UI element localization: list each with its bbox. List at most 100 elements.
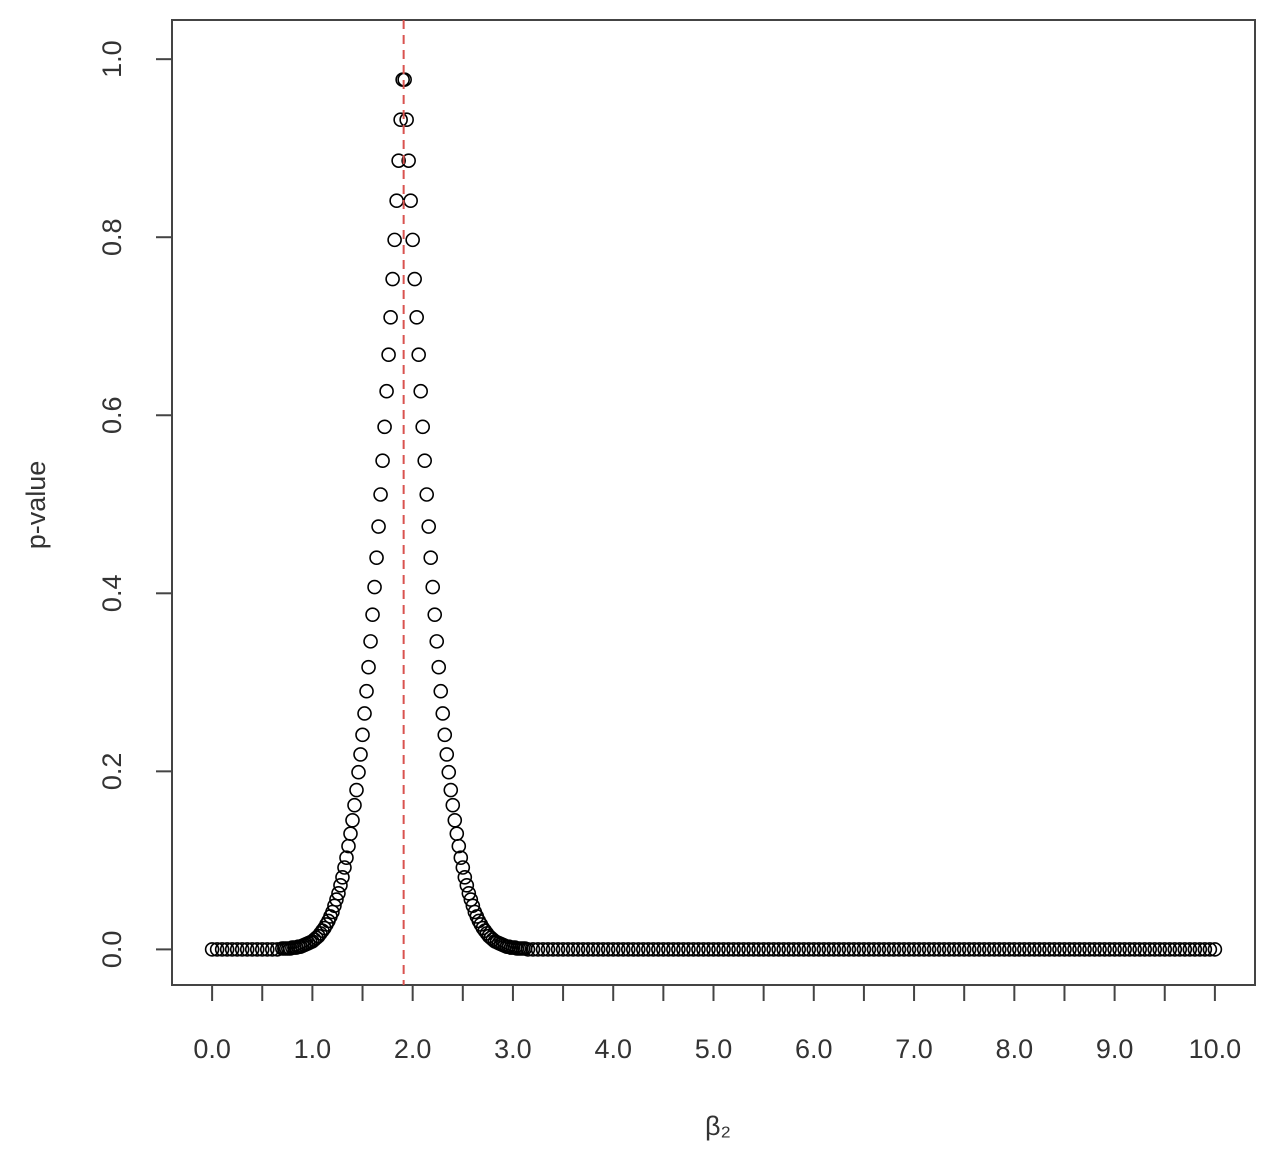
point xyxy=(746,942,761,957)
point xyxy=(1152,942,1168,957)
point xyxy=(520,942,536,957)
point xyxy=(415,419,430,435)
x-tick-label: 8.0 xyxy=(996,1034,1034,1064)
point xyxy=(691,942,706,957)
point xyxy=(357,706,372,721)
point xyxy=(866,942,882,957)
y-tick-label: 1.0 xyxy=(97,40,127,78)
point xyxy=(721,942,736,957)
point xyxy=(876,942,892,957)
point xyxy=(433,683,449,699)
point xyxy=(1092,942,1107,957)
point xyxy=(966,942,982,957)
x-tick-label: 10.0 xyxy=(1189,1034,1242,1064)
x-tick-label: 6.0 xyxy=(795,1034,833,1064)
point xyxy=(776,942,791,957)
point xyxy=(871,942,887,957)
point xyxy=(756,942,771,957)
point xyxy=(991,942,1007,957)
point xyxy=(421,519,437,534)
point xyxy=(441,764,457,780)
point xyxy=(851,942,867,957)
point xyxy=(651,942,666,957)
point xyxy=(1202,942,1218,957)
point xyxy=(427,607,443,622)
point xyxy=(1022,942,1037,957)
point xyxy=(337,860,352,875)
x-tick-label: 9.0 xyxy=(1096,1034,1134,1064)
x-tick-label: 1.0 xyxy=(294,1034,332,1064)
point xyxy=(856,942,872,957)
point xyxy=(393,112,408,128)
point xyxy=(625,942,641,957)
point xyxy=(445,797,461,813)
plot-frame xyxy=(171,19,1256,986)
point xyxy=(431,659,447,675)
point xyxy=(453,850,469,865)
point xyxy=(353,747,368,762)
point xyxy=(365,607,380,622)
point xyxy=(981,942,997,957)
x-tick-label: 4.0 xyxy=(594,1034,632,1064)
x-axis-label: β₂ xyxy=(705,1111,731,1141)
point xyxy=(1027,942,1042,957)
point xyxy=(239,942,255,957)
point xyxy=(1012,942,1027,957)
point xyxy=(976,942,992,957)
point xyxy=(1162,942,1178,957)
point xyxy=(766,942,781,957)
point xyxy=(355,727,370,743)
point xyxy=(1137,942,1152,957)
point xyxy=(447,813,463,828)
y-axis-label: p-value xyxy=(21,461,51,550)
point xyxy=(656,942,671,957)
x-tick-label: 7.0 xyxy=(895,1034,933,1064)
point xyxy=(1097,942,1112,957)
point xyxy=(423,550,439,565)
point xyxy=(379,383,394,399)
point xyxy=(570,942,586,957)
point xyxy=(801,942,817,957)
point xyxy=(1167,942,1183,957)
point xyxy=(229,942,245,957)
point xyxy=(343,826,358,841)
point xyxy=(1032,942,1047,957)
point xyxy=(931,942,947,957)
point xyxy=(896,942,912,957)
point xyxy=(826,942,842,957)
y-tick-label: 0.0 xyxy=(97,931,127,969)
point xyxy=(565,942,581,957)
point xyxy=(373,487,388,502)
point xyxy=(771,942,786,957)
point xyxy=(881,942,897,957)
point xyxy=(1002,942,1017,957)
point xyxy=(409,310,424,325)
point xyxy=(1172,942,1188,957)
point xyxy=(535,942,551,957)
point xyxy=(389,193,404,209)
point xyxy=(429,634,445,649)
point xyxy=(224,942,240,957)
point xyxy=(605,942,621,957)
point xyxy=(1182,942,1198,957)
point xyxy=(821,942,837,957)
point xyxy=(377,419,392,435)
point xyxy=(1107,942,1122,957)
point xyxy=(761,942,776,957)
point xyxy=(736,942,751,957)
point xyxy=(781,942,797,957)
point xyxy=(1147,942,1163,957)
point xyxy=(796,942,812,957)
point xyxy=(1127,942,1142,957)
point xyxy=(1192,942,1208,957)
point xyxy=(906,942,922,957)
point xyxy=(701,942,716,957)
point xyxy=(331,886,346,901)
y-tick-label: 0.2 xyxy=(97,753,127,791)
point xyxy=(1082,942,1097,957)
point xyxy=(397,72,412,87)
point xyxy=(1142,942,1158,957)
point xyxy=(916,942,932,957)
point xyxy=(361,659,376,675)
point xyxy=(726,942,741,957)
